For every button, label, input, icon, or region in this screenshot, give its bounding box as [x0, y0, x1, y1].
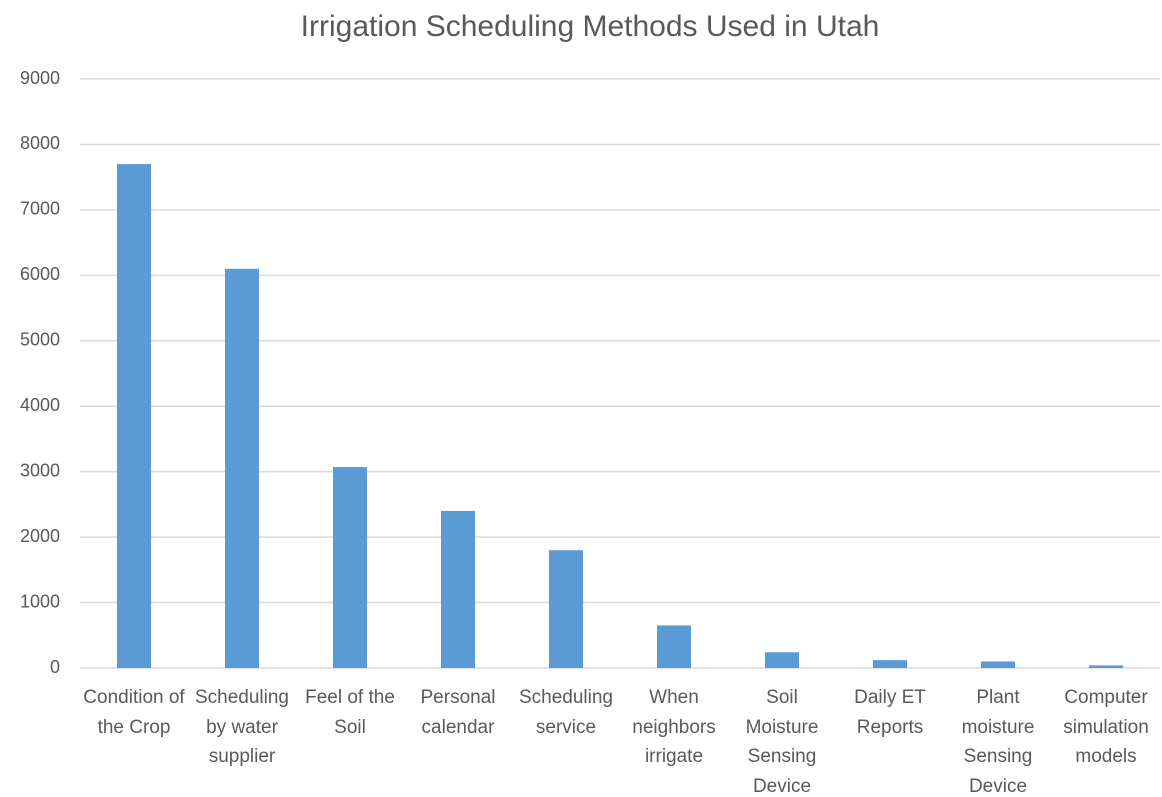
x-tick-label: Condition of the Crop: [83, 687, 185, 738]
y-tick-label: 7000: [20, 199, 60, 219]
y-tick-label: 0: [50, 657, 60, 677]
x-tick-label: Scheduling service: [518, 687, 614, 738]
y-tick-label: 5000: [20, 330, 60, 350]
chart-title: Irrigation Scheduling Methods Used in Ut…: [301, 10, 880, 43]
bar: [225, 268, 259, 668]
x-tick-label: Soil Moisture Sensing Device: [745, 687, 819, 797]
x-tick-label: Computer simulation models: [1063, 687, 1149, 767]
bar: [873, 660, 907, 668]
bar: [333, 467, 367, 668]
bar: [657, 625, 691, 668]
bar: [441, 510, 475, 668]
y-tick-label: 3000: [20, 460, 60, 480]
y-tick-label: 8000: [20, 133, 60, 153]
bar: [117, 164, 151, 669]
bar: [765, 652, 799, 668]
x-tick-label: Daily ET Reports: [854, 687, 926, 738]
x-tick-label: When neighbors irrigate: [632, 687, 716, 767]
y-tick-label: 1000: [20, 591, 60, 611]
x-tick-label: Scheduling by water supplier: [194, 687, 290, 767]
y-tick-label: 6000: [20, 264, 60, 284]
x-tick-label: Plant moisture Sensing Device: [961, 687, 1035, 797]
y-tick-label: 2000: [20, 526, 60, 546]
x-tick-label: Feel of the Soil: [305, 687, 395, 738]
x-tick-label: Personal calendar: [420, 687, 496, 738]
bar: [549, 550, 583, 668]
bar: [981, 661, 1015, 668]
y-tick-label: 4000: [20, 395, 60, 415]
y-tick-label: 9000: [20, 68, 60, 88]
bar: [1089, 665, 1123, 668]
